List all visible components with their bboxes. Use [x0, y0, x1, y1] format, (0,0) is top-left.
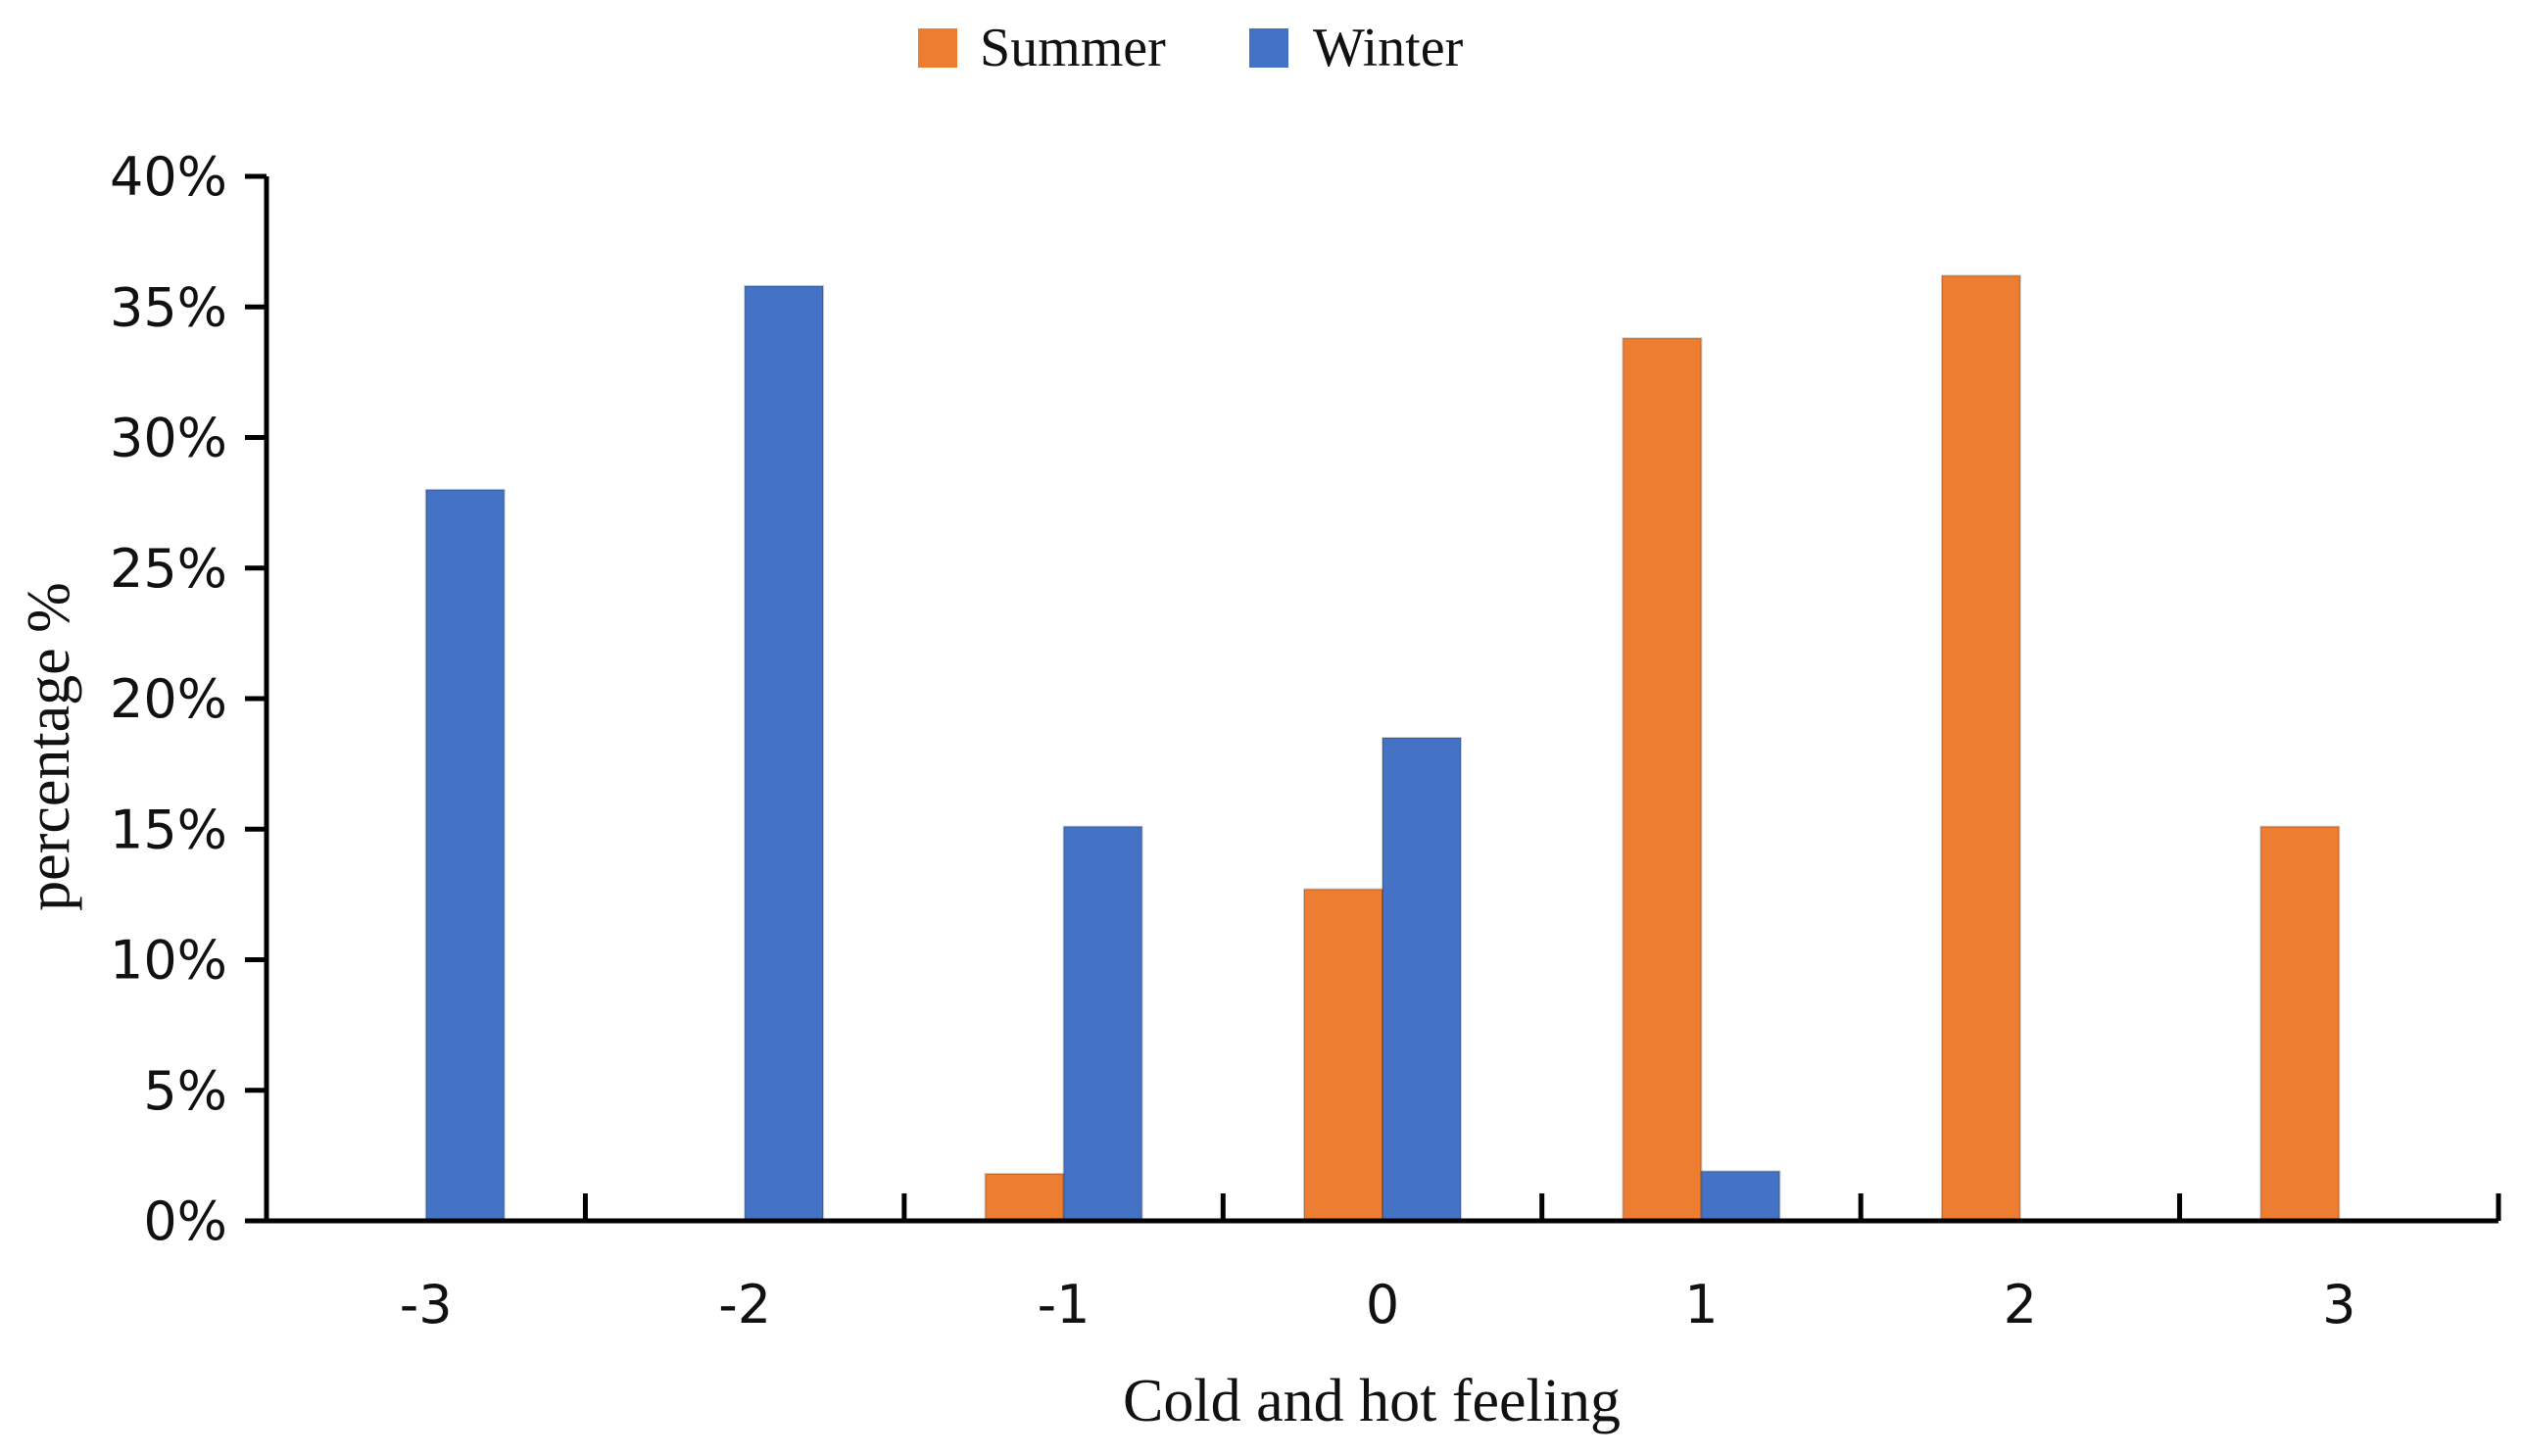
x-tick-label: -2 — [718, 1274, 771, 1335]
bar-winter--1 — [1062, 825, 1143, 1222]
legend: Summer Winter — [918, 18, 1464, 78]
y-tick-label: 15% — [110, 799, 227, 860]
legend-swatch-summer — [918, 28, 957, 68]
y-tick-label: 20% — [110, 668, 227, 730]
x-tick-label: 1 — [1684, 1274, 1718, 1335]
legend-item-summer: Summer — [918, 18, 1166, 78]
y-axis-title: percentage % — [16, 582, 82, 911]
x-tick-label: -1 — [1038, 1274, 1091, 1335]
x-tick-label: 3 — [2322, 1274, 2355, 1335]
x-axis-title: Cold and hot feeling — [1123, 1368, 1621, 1434]
legend-label-summer: Summer — [980, 18, 1166, 78]
legend-item-winter: Winter — [1249, 18, 1464, 78]
bar-summer-2 — [1940, 274, 2021, 1222]
x-ticks-layer: -3 -2 -1 0 1 2 3 — [400, 1193, 2501, 1335]
y-tick-label: 10% — [110, 930, 227, 992]
bar-summer-0 — [1303, 888, 1383, 1222]
y-tick-label: 30% — [110, 408, 227, 469]
bars-layer — [424, 274, 2341, 1223]
y-tick-label: 0% — [143, 1190, 227, 1252]
bar-winter--3 — [424, 488, 506, 1222]
y-tick-label: 25% — [110, 538, 227, 600]
legend-swatch-winter — [1249, 28, 1288, 68]
bar-winter-1 — [1700, 1170, 1781, 1223]
bar-winter-0 — [1382, 737, 1462, 1222]
bar-summer-3 — [2259, 825, 2341, 1222]
bar-summer-1 — [1622, 337, 1703, 1222]
y-ticks-layer: 0% 5% 10% 15% 20% 25% 30% 35% 40% — [110, 146, 267, 1252]
bar-winter--2 — [744, 284, 825, 1222]
y-tick-label: 5% — [143, 1060, 227, 1122]
x-tick-label: 0 — [1366, 1274, 1399, 1335]
y-tick-label: 40% — [110, 146, 227, 208]
y-tick-label: 35% — [110, 276, 227, 338]
bar-summer--1 — [984, 1173, 1065, 1222]
x-tick-label: 2 — [2004, 1274, 2037, 1335]
legend-label-winter: Winter — [1313, 18, 1464, 78]
x-tick-label: -3 — [400, 1274, 453, 1335]
